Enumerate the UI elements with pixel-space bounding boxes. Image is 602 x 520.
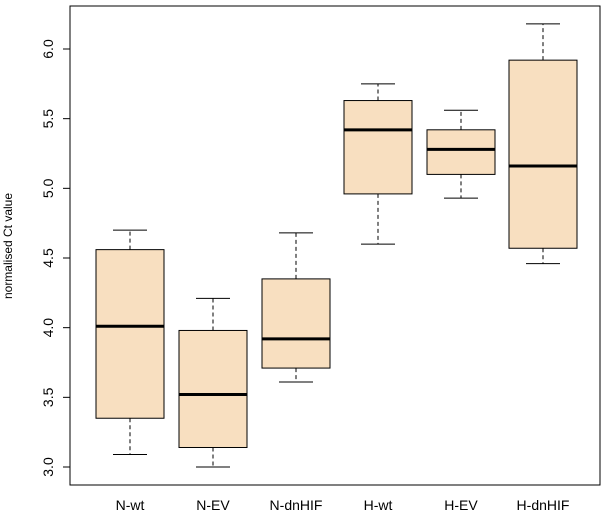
y-tick-label: 5.5	[40, 109, 56, 129]
box-h-wt	[343, 83, 413, 245]
x-axis-labels: N-wt N-EV N-dnHIF H-wt H-EV H-dnHIF	[116, 497, 570, 513]
iqr-box	[343, 100, 413, 195]
y-tick-label: 6.0	[40, 39, 56, 59]
y-axis: 3.0 3.5 4.0 4.5 5.0 5.5 6.0	[40, 39, 71, 477]
iqr-box	[178, 329, 248, 448]
y-axis-title: normalised Ct value	[1, 193, 15, 299]
box-n-wt	[95, 229, 165, 455]
y-tick-label: 3.0	[40, 457, 56, 477]
x-tick-label: H-dnHIF	[517, 497, 570, 513]
x-tick-label: N-dnHIF	[270, 497, 323, 513]
x-tick-label: H-EV	[444, 497, 478, 513]
iqr-box	[508, 59, 578, 249]
box-n-ev	[178, 297, 248, 468]
x-tick-label: H-wt	[364, 497, 393, 513]
y-tick-label: 3.5	[40, 387, 56, 407]
x-tick-label: N-EV	[196, 497, 230, 513]
boxes	[95, 23, 578, 468]
box-h-dnhif	[508, 23, 578, 265]
box-n-dnhif	[261, 232, 331, 383]
iqr-box	[261, 278, 331, 369]
iqr-box	[95, 249, 165, 419]
box-h-ev	[426, 109, 496, 199]
y-tick-label: 4.5	[40, 248, 56, 268]
iqr-box	[426, 129, 496, 175]
x-tick-label: N-wt	[116, 497, 145, 513]
y-tick-label: 4.0	[40, 318, 56, 338]
y-tick-label: 5.0	[40, 178, 56, 198]
